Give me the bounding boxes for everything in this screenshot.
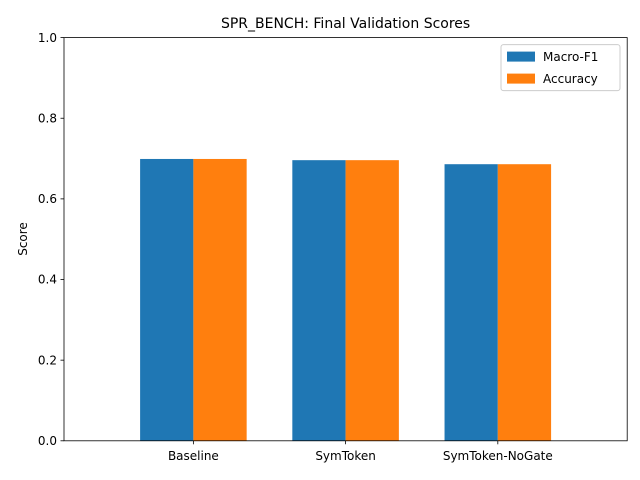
x-tick-label: SymToken (315, 449, 376, 463)
y-tick-label: 1.0 (38, 31, 57, 45)
legend-swatch (507, 73, 535, 84)
y-tick-label: 0.4 (38, 273, 57, 287)
y-axis-ticks: 0.0 0.2 0.4 0.6 0.8 1.0 (38, 31, 64, 448)
bar-accuracy-1 (345, 160, 399, 441)
bar-macro-f1-1 (292, 160, 346, 441)
x-tick-label: SymToken-NoGate (443, 449, 553, 463)
y-tick-label: 0.6 (38, 192, 57, 206)
y-axis-label: Score (16, 222, 30, 256)
legend: Macro-F1 Accuracy (500, 44, 621, 92)
x-axis-ticks: Baseline SymToken SymToken-NoGate (168, 440, 553, 463)
bar-macro-f1-0 (140, 158, 194, 441)
y-tick-label: 0.8 (38, 111, 57, 125)
y-tick-label: 0.2 (38, 353, 57, 367)
legend-label: Macro-F1 (543, 50, 598, 64)
legend-swatch (507, 51, 535, 62)
bar-accuracy-0 (193, 158, 247, 441)
bar-accuracy-2 (497, 164, 552, 441)
bar-macro-f1-2 (444, 164, 498, 441)
y-tick-label: 0.0 (38, 434, 57, 448)
legend-label: Accuracy (543, 72, 598, 86)
x-tick-label: Baseline (168, 449, 219, 463)
chart-title: SPR_BENCH: Final Validation Scores (221, 16, 470, 32)
bars-group (140, 158, 552, 441)
plot-frame (63, 37, 628, 442)
